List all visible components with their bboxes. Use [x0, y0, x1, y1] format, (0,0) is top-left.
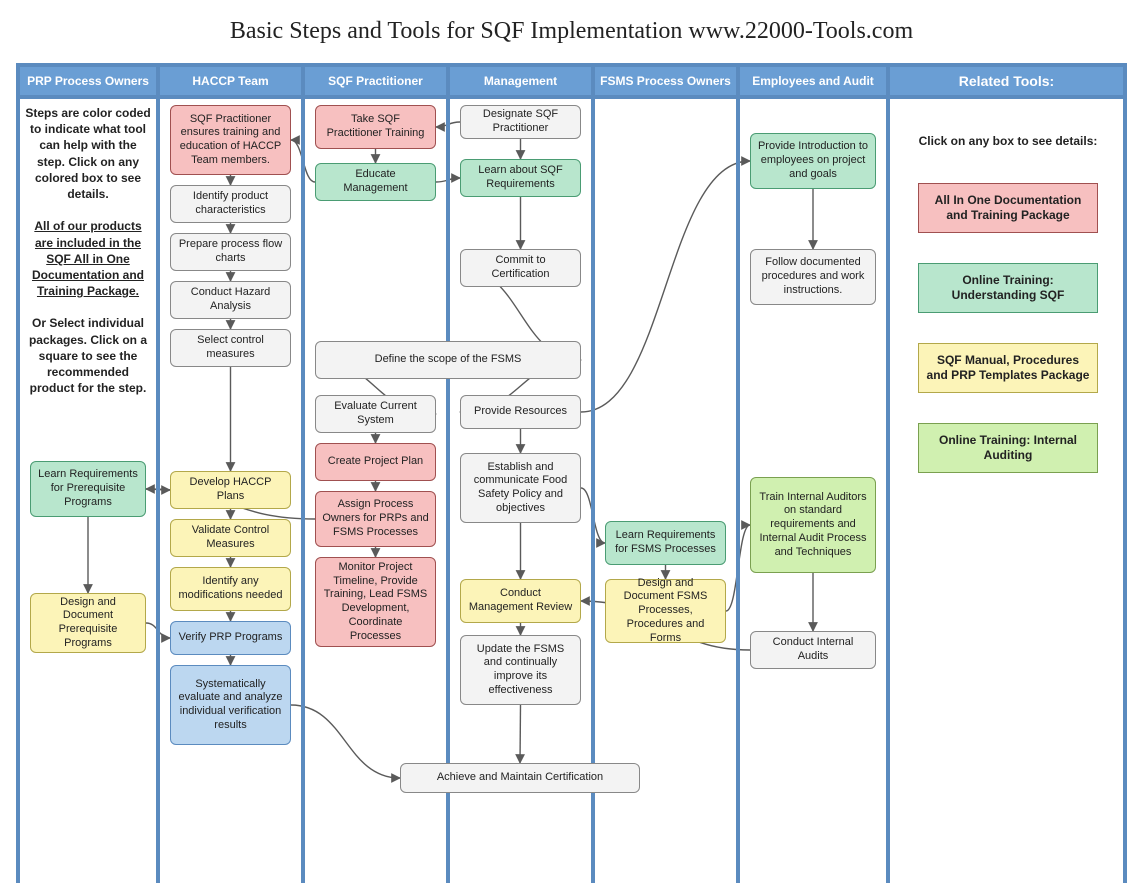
column-header-tools: Related Tools: — [888, 63, 1125, 99]
step-emp_follow[interactable]: Follow documented procedures and work in… — [750, 249, 876, 305]
arrow-mgmt_res-emp_intro — [581, 161, 750, 412]
step-haccp_flow[interactable]: Prepare process flow charts — [170, 233, 291, 271]
column-header-fsms: FSMS Process Owners — [593, 63, 738, 99]
column-header-prp: PRP Process Owners — [18, 63, 158, 99]
flowchart-canvas: PRP Process OwnersHACCP TeamSQF Practiti… — [0, 63, 1143, 883]
step-sqf_evalcur[interactable]: Evaluate Current System — [315, 395, 436, 433]
step-haccp_haz[interactable]: Conduct Hazard Analysis — [170, 281, 291, 319]
lane-border — [156, 63, 160, 883]
step-haccp_ident[interactable]: Identify product characteristics — [170, 185, 291, 223]
step-mgmt_policy[interactable]: Establish and communicate Food Safety Po… — [460, 453, 581, 523]
step-prp_design[interactable]: Design and Document Prerequisite Program… — [30, 593, 146, 653]
step-haccp_valid[interactable]: Validate Control Measures — [170, 519, 291, 557]
step-fsms_design[interactable]: Design and Document FSMS Processes, Proc… — [605, 579, 726, 643]
page-title: Basic Steps and Tools for SQF Implementa… — [0, 18, 1143, 45]
column-header-mgmt: Management — [448, 63, 593, 99]
step-mgmt_review[interactable]: Conduct Management Review — [460, 579, 581, 623]
lane-border — [301, 63, 305, 883]
lane-border — [446, 63, 450, 883]
legend-lg-yellow[interactable]: SQF Manual, Procedures and PRP Templates… — [918, 343, 1098, 393]
intro-p2: All of our products are included in the … — [24, 218, 152, 299]
step-haccp_verify[interactable]: Verify PRP Programs — [170, 621, 291, 655]
step-mgmt_res[interactable]: Provide Resources — [460, 395, 581, 429]
step-mgmt_achieve[interactable]: Achieve and Maintain Certification — [400, 763, 640, 793]
step-sqf_scope[interactable]: Define the scope of the FSMS — [315, 341, 581, 379]
step-haccp_train[interactable]: SQF Practitioner ensures training and ed… — [170, 105, 291, 175]
step-sqf_monitor[interactable]: Monitor Project Timeline, Provide Traini… — [315, 557, 436, 647]
step-mgmt_desig[interactable]: Designate SQF Practitioner — [460, 105, 581, 139]
step-mgmt_commit[interactable]: Commit to Certification — [460, 249, 581, 287]
column-header-sqf: SQF Practitioner — [303, 63, 448, 99]
step-sqf_take[interactable]: Take SQF Practitioner Training — [315, 105, 436, 149]
lane-border — [16, 63, 20, 883]
step-emp_intro[interactable]: Provide Introduction to employees on pro… — [750, 133, 876, 189]
step-sqf_assign[interactable]: Assign Process Owners for PRPs and FSMS … — [315, 491, 436, 547]
step-haccp_plans[interactable]: Develop HACCP Plans — [170, 471, 291, 509]
intro-text: Steps are color coded to indicate what t… — [24, 105, 152, 396]
lane-border — [1123, 63, 1127, 883]
step-prp_learn[interactable]: Learn Requirements for Prerequisite Prog… — [30, 461, 146, 517]
step-haccp_eval[interactable]: Systematically evaluate and analyze indi… — [170, 665, 291, 745]
lane-border — [591, 63, 595, 883]
step-haccp_mods[interactable]: Identify any modifications needed — [170, 567, 291, 611]
step-emp_train[interactable]: Train Internal Auditors on standard requ… — [750, 477, 876, 573]
column-header-haccp: HACCP Team — [158, 63, 303, 99]
legend-hint: Click on any box to see details: — [918, 133, 1098, 149]
step-mgmt_update[interactable]: Update the FSMS and continually improve … — [460, 635, 581, 705]
column-header-emp: Employees and Audit Team — [738, 63, 888, 99]
legend-lg-pink[interactable]: All In One Documentation and Training Pa… — [918, 183, 1098, 233]
step-fsms_learn[interactable]: Learn Requirements for FSMS Processes — [605, 521, 726, 565]
intro-p3: Or Select individual packages. Click on … — [24, 315, 152, 396]
lane-border — [886, 63, 890, 883]
arrow-mgmt_update-mgmt_achieve — [520, 705, 521, 763]
step-sqf_plan[interactable]: Create Project Plan — [315, 443, 436, 481]
arrow-haccp_eval-mgmt_achieve — [291, 705, 400, 778]
step-mgmt_learn[interactable]: Learn about SQF Requirements — [460, 159, 581, 197]
step-sqf_edu[interactable]: Educate Management — [315, 163, 436, 201]
lane-border — [736, 63, 740, 883]
step-emp_audit[interactable]: Conduct Internal Audits — [750, 631, 876, 669]
legend-lg-green[interactable]: Online Training: Understanding SQF — [918, 263, 1098, 313]
step-haccp_ctrl[interactable]: Select control measures — [170, 329, 291, 367]
intro-p1: Steps are color coded to indicate what t… — [24, 105, 152, 202]
legend-lg-lime[interactable]: Online Training: Internal Auditing — [918, 423, 1098, 473]
